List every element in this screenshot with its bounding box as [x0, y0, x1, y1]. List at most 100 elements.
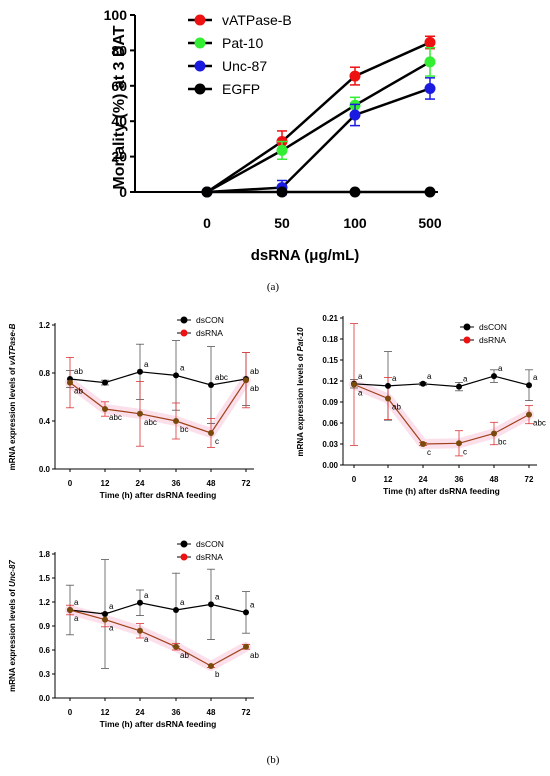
chart-vatpase-b: 0.0 0.4 0.8 1.2 0 12 24 36 48 72 Time (h) after ds…	[8, 315, 259, 500]
significance-label: b	[215, 670, 220, 679]
data-point	[243, 377, 249, 384]
data-point	[67, 607, 73, 613]
series-line	[353, 383, 530, 445]
y-tick-label: 1.8	[39, 550, 51, 559]
significance-label: a	[144, 635, 149, 644]
series-highlight	[65, 375, 251, 438]
legend-label: Unc-87	[222, 58, 267, 74]
y-tick-label: 0.12	[322, 377, 338, 386]
caption-a: (a)	[267, 281, 280, 293]
x-tick-label: 72	[242, 479, 251, 488]
x-tick-label: 0	[68, 479, 73, 488]
x-tick-label: 36	[455, 475, 464, 484]
legend-marker	[463, 336, 471, 344]
significance-label: a	[109, 602, 114, 611]
x-axis-title: dsRNA (μg/mL)	[251, 247, 360, 264]
significance-label: bc	[180, 425, 188, 434]
data-point	[351, 381, 357, 388]
x-tick-label: 0	[352, 475, 357, 484]
x-tick-label: 48	[490, 475, 499, 484]
y-tick-label: 0.21	[322, 314, 338, 323]
data-point	[385, 395, 391, 402]
series-line	[69, 602, 247, 615]
x-tick-label: 12	[101, 708, 110, 717]
y-tick-label: 0.18	[322, 335, 338, 344]
significance-label: a	[533, 373, 538, 382]
x-tick-label: 24	[419, 475, 428, 484]
series-highlight	[349, 379, 534, 449]
data-point	[424, 82, 436, 94]
data-point	[173, 607, 179, 613]
x-tick-label: 12	[384, 475, 393, 484]
caption-b: (b)	[267, 754, 280, 766]
significance-label: ab	[250, 384, 259, 393]
series-line	[206, 60, 431, 194]
legend: dsCON dsRNA	[177, 539, 224, 562]
data-point	[137, 368, 143, 375]
legend-label: dsRNA	[196, 552, 223, 562]
data-point	[424, 36, 436, 48]
data-point	[349, 109, 361, 121]
y-tick-label: 0.9	[39, 622, 51, 631]
data-point	[208, 382, 214, 388]
significance-label: a	[427, 372, 432, 381]
data-point	[137, 599, 143, 606]
legend-label: EGFP	[222, 81, 260, 97]
x-tick-label: 12	[101, 479, 110, 488]
data-point	[173, 372, 179, 379]
data-point	[173, 418, 179, 424]
chart-unc-87: 0.0 0.3 0.6 0.9 1.2 1.5 1.8 0 12 24 36 48 72 Time (h)…	[8, 539, 259, 729]
significance-label: a	[392, 374, 397, 383]
legend-marker	[180, 316, 188, 324]
x-tick-label: 48	[207, 479, 216, 488]
data-point	[456, 383, 462, 390]
y-tick-label: 0.3	[39, 670, 51, 679]
data-point	[102, 616, 108, 623]
x-tick-label: 24	[136, 479, 145, 488]
data-point	[276, 186, 288, 198]
significance-label: a	[215, 592, 220, 601]
significance-label: ab	[250, 367, 259, 376]
legend-marker	[194, 60, 206, 72]
significance-label: a	[180, 363, 185, 372]
y-tick-label: 0.09	[322, 398, 338, 407]
legend-label: dsCON	[479, 322, 507, 332]
y-tick-label: 0.0	[39, 465, 51, 474]
y-axis-title: Mortality (%) at 3 DAT	[111, 25, 128, 189]
y-tick-label: 100	[104, 7, 128, 23]
data-point	[420, 380, 426, 387]
legend-marker	[463, 323, 471, 331]
chart-mortality: 0 20 40 60 80 100 0 50 100 500 dsRNA (μg/mL) Mortal…	[104, 7, 442, 264]
y-axis-title: mRNA expression levels of Unc-87	[8, 560, 17, 692]
series-highlight	[65, 605, 251, 671]
y-tick-label: 1.5	[39, 574, 51, 583]
significance-label: c	[427, 448, 431, 457]
legend-marker	[180, 553, 188, 561]
significance-label: abc	[144, 418, 157, 427]
x-tick-label: 36	[172, 708, 181, 717]
significance-label: a	[109, 624, 114, 633]
chart-pat-10: 0.00 0.03 0.06 0.09 0.12 0.15 0.18 0.21 0 12 24 36 4…	[296, 314, 546, 496]
data-point	[208, 601, 214, 608]
series-line	[69, 379, 247, 434]
legend-label: Pat-10	[222, 35, 263, 51]
x-tick-label: 0	[68, 708, 73, 717]
series-line	[206, 41, 431, 194]
x-tick-label: 100	[343, 215, 367, 231]
y-tick-label: 0.15	[322, 356, 338, 365]
legend-marker	[180, 540, 188, 548]
x-axis-title: Time (h) after dsRNA feeding	[383, 486, 500, 496]
significance-label: a	[74, 614, 79, 623]
data-point	[102, 611, 108, 617]
significance-label: bc	[498, 438, 506, 447]
data-point	[526, 411, 532, 418]
x-tick-label: 500	[418, 215, 442, 231]
legend-marker	[194, 83, 206, 95]
y-tick-label: 0.00	[322, 461, 338, 470]
data-point	[424, 186, 436, 198]
significance-label: a	[498, 364, 503, 373]
x-tick-label: 48	[207, 708, 216, 717]
data-point	[208, 430, 214, 436]
y-tick-label: 60	[111, 78, 127, 94]
data-point	[173, 643, 179, 650]
